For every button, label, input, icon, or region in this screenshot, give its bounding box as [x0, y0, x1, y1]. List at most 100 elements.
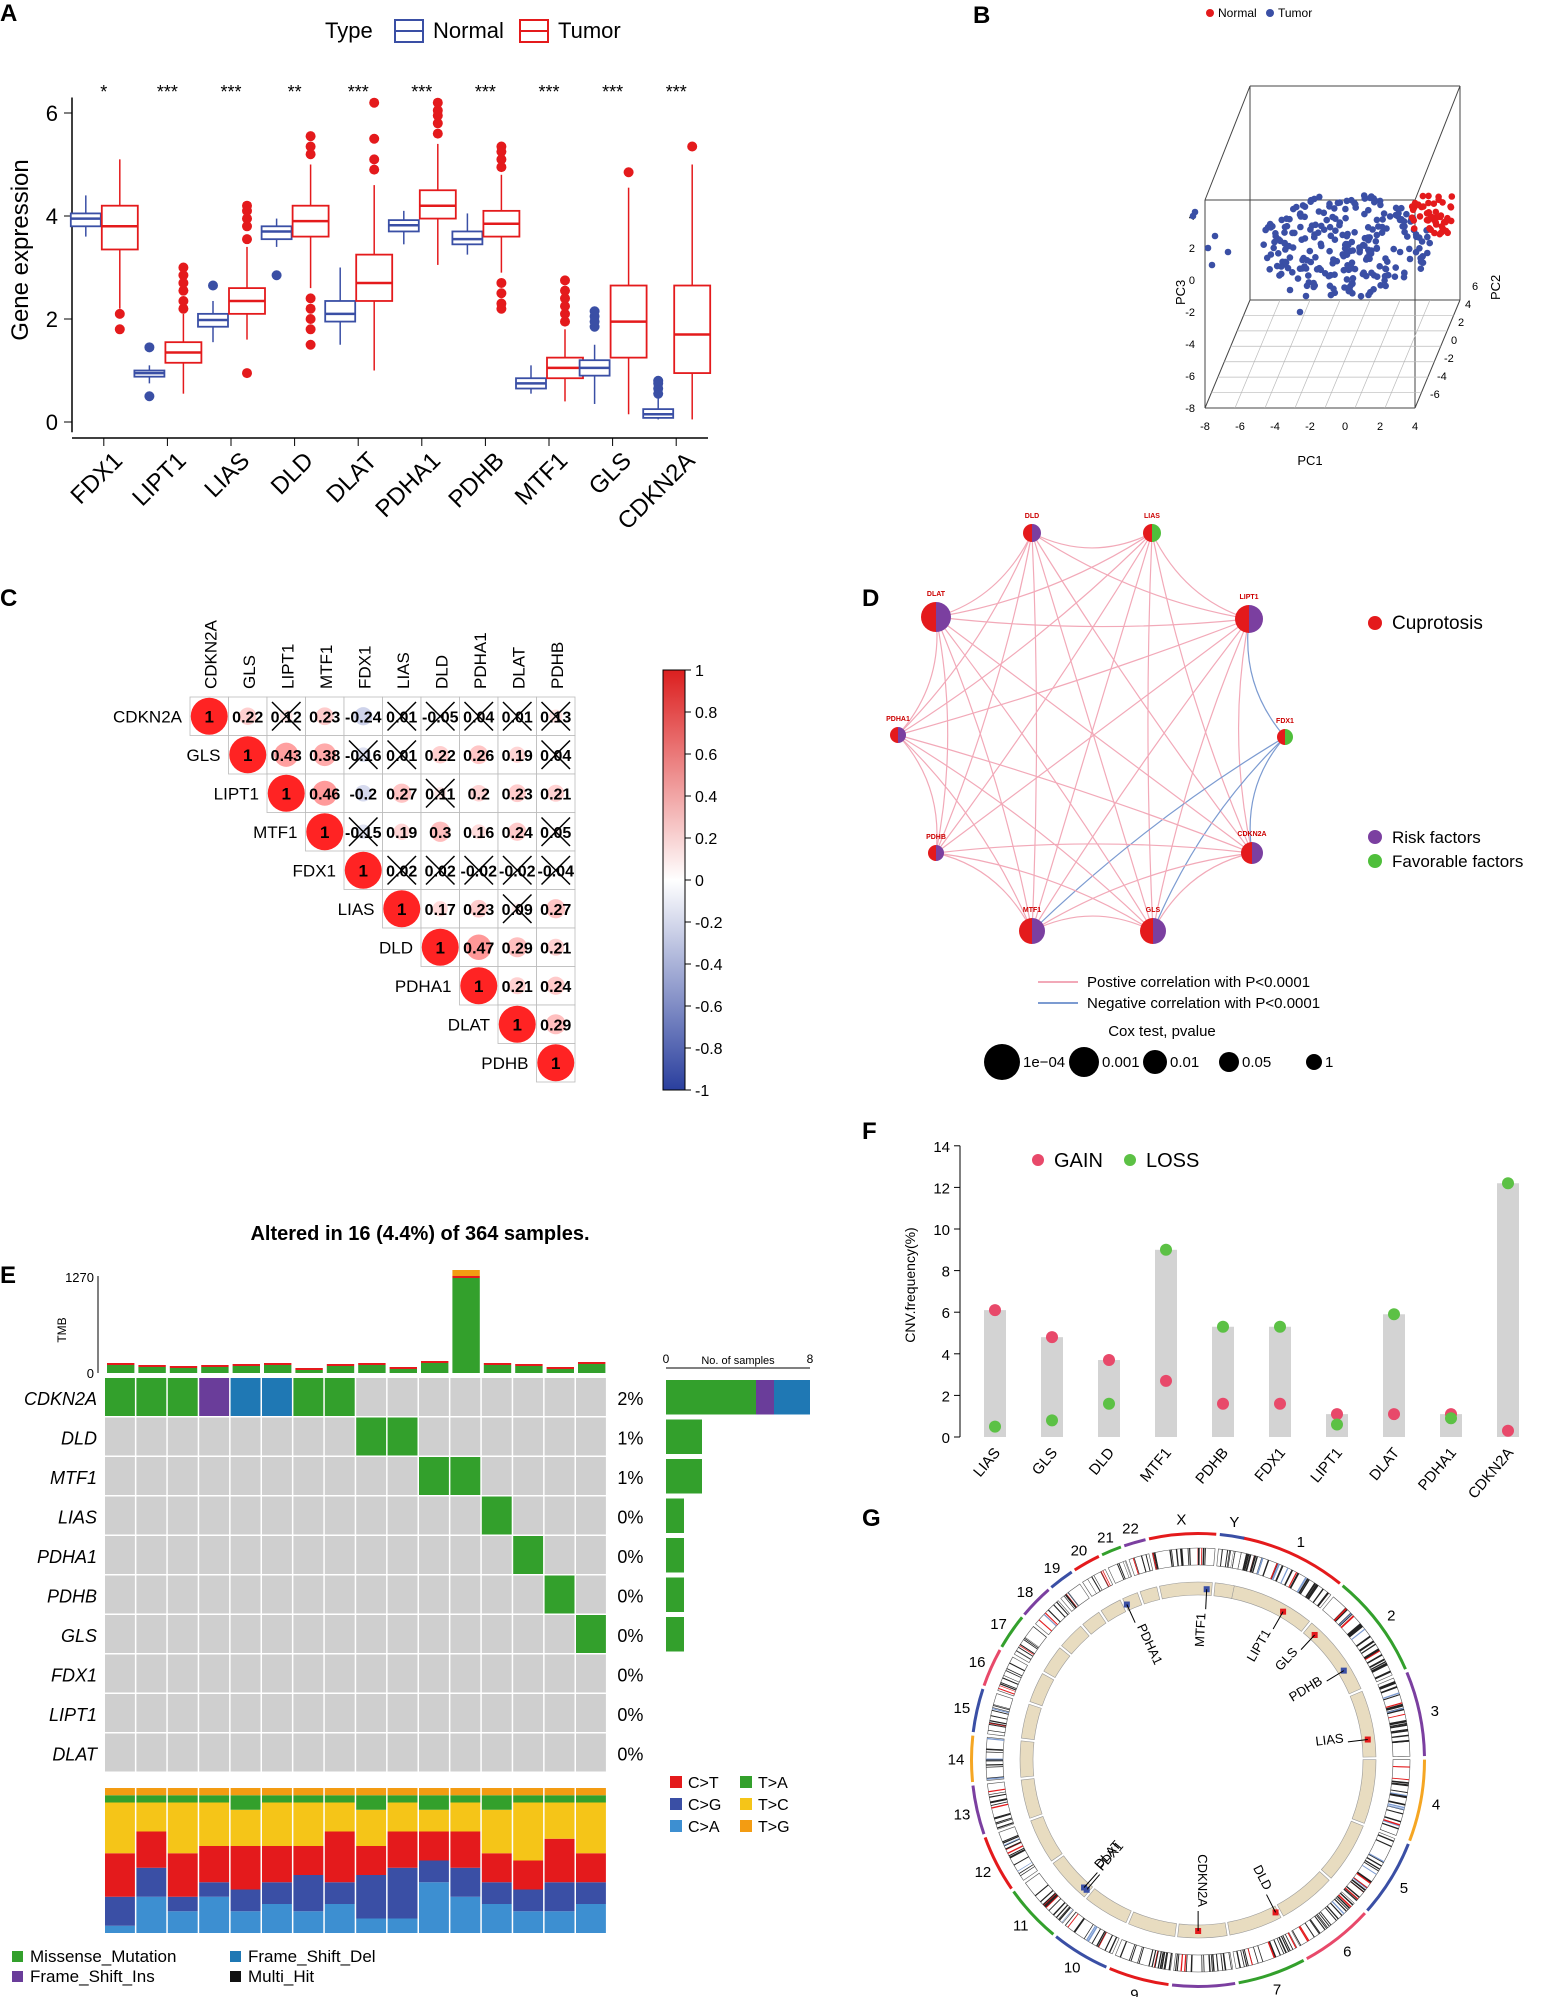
tumor-point: [1275, 250, 1282, 257]
cnv-track: [1139, 1586, 1161, 1605]
tumor-point: [1404, 233, 1411, 240]
ideogram-band: [1389, 1720, 1407, 1726]
network-edge: [1151, 532, 1253, 854]
tumor-point: [1303, 257, 1311, 264]
correlation-circle: [508, 784, 527, 803]
z-axis-label: PC3: [1173, 280, 1188, 305]
tumor-point: [1332, 227, 1339, 234]
mutation-cell: [387, 1496, 418, 1535]
tmb-bar: [201, 1367, 229, 1373]
titv-segment: [387, 1788, 418, 1796]
network-edge: [897, 618, 1250, 736]
y-tick-label: 2: [1458, 317, 1464, 329]
mutation-cell: [230, 1417, 261, 1456]
ideogram-band: [1128, 1944, 1136, 1961]
mutation-cell: [576, 1378, 606, 1416]
tumor-point: [1270, 244, 1277, 252]
titv-segment: [105, 1802, 135, 1854]
correlation-value: 0.01: [386, 748, 417, 765]
cnv-track: [1128, 1911, 1177, 1937]
titv-segment: [544, 1911, 575, 1933]
gene-marker: [1123, 1601, 1130, 1608]
gene-percent: 0%: [617, 1665, 643, 1685]
mutation-cell: [450, 1457, 481, 1495]
legend-dot: [1206, 9, 1214, 17]
outlier-point: [144, 391, 155, 402]
correlation-circle: [313, 743, 337, 767]
tumor-point: [1417, 265, 1425, 273]
tumor-point: [1286, 286, 1294, 294]
mutation-cell: [262, 1417, 292, 1456]
titv-segment: [544, 1838, 575, 1883]
ideogram-band: [1169, 1549, 1173, 1567]
ideogram-band: [1356, 1872, 1372, 1884]
ideogram-band: [1284, 1934, 1294, 1950]
ideogram-band: [1391, 1780, 1409, 1784]
samples-axis-label: No. of samples: [701, 1355, 775, 1367]
cnv-track: [1030, 1816, 1063, 1862]
tumor-point: [1271, 238, 1278, 246]
outlier-point: [305, 303, 316, 314]
significance-mark: *: [100, 82, 107, 102]
network-edge: [935, 618, 1250, 854]
ideogram-band: [1006, 1668, 1023, 1677]
gene-label: CDKN2A: [24, 1389, 97, 1409]
network-edge: [1247, 618, 1286, 738]
node-cuprotosis-half: [890, 727, 898, 743]
samples-bar: [666, 1498, 684, 1533]
ideogram-band: [1152, 1552, 1157, 1570]
legend-label: Normal: [433, 18, 504, 43]
titv-segment: [167, 1788, 198, 1796]
node-label: LIPT1: [1239, 594, 1258, 601]
titv-segment: [450, 1896, 481, 1933]
titv-segment: [230, 1889, 261, 1912]
titv-legend-key: [740, 1776, 752, 1788]
network-edge: [1031, 532, 1253, 854]
tumor-point: [1286, 254, 1294, 261]
loss-point: [1388, 1308, 1400, 1321]
ideogram-band: [1351, 1628, 1366, 1641]
mutation-cell: [199, 1378, 230, 1416]
cnv-bar: [1497, 1183, 1519, 1437]
ideogram-band: [1053, 1604, 1066, 1618]
ideogram-band: [1003, 1675, 1020, 1683]
mutation-cell: [513, 1575, 544, 1614]
mutation-cell: [262, 1496, 292, 1535]
ideogram-band: [1309, 1919, 1320, 1935]
nonsig-cross: [348, 816, 379, 847]
ideogram-band: [1243, 1553, 1250, 1571]
normal-point: [1419, 192, 1427, 200]
ideogram-band: [1065, 1911, 1077, 1926]
correlation-value: 0.3: [429, 825, 451, 842]
tmb-bar: [483, 1365, 512, 1373]
variant-legend-key: [12, 1971, 23, 1982]
cnv-track: [1061, 1625, 1090, 1655]
titv-segment: [387, 1867, 418, 1919]
ideogram-band: [998, 1687, 1015, 1695]
outlier-point: [305, 293, 316, 304]
tumor-point: [1392, 264, 1399, 271]
correlation-value: 0.22: [232, 709, 263, 726]
mutation-cell: [513, 1733, 544, 1772]
y-tick-label: 12: [933, 1180, 950, 1197]
ideogram-band: [991, 1709, 1009, 1715]
tmb-bar: [232, 1366, 260, 1373]
ideogram-band: [1364, 1649, 1380, 1660]
gene-percent: 0%: [617, 1744, 643, 1764]
normal-point: [1447, 204, 1455, 211]
significance-mark: ***: [538, 82, 559, 102]
legend-size-label: 0.05: [1242, 1054, 1271, 1071]
ideogram-band: [1000, 1682, 1017, 1690]
titv-segment: [136, 1896, 167, 1933]
variant-legend-key: [230, 1951, 241, 1962]
color-bar-label: -0.4: [695, 957, 723, 974]
legend-label: GAIN: [1054, 1150, 1103, 1172]
correlation-value: 0.27: [386, 786, 417, 803]
tumor-point: [1339, 231, 1346, 239]
correlation-value: 1: [243, 746, 252, 765]
legend-size-dot: [1069, 1047, 1099, 1077]
gene-connector: [1083, 1872, 1098, 1888]
tumor-point: [1293, 203, 1300, 211]
x-tick-label: CDKN2A: [1465, 1445, 1517, 1500]
titv-segment: [481, 1809, 512, 1854]
